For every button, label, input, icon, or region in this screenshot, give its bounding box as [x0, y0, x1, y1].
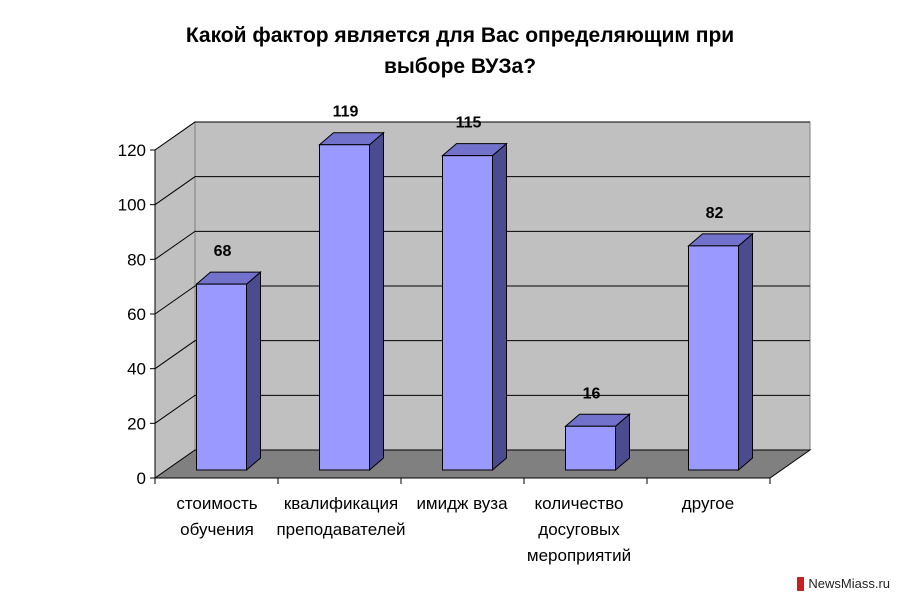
y-tick-label: 80 [127, 250, 146, 269]
y-tick-label: 0 [137, 469, 146, 488]
bar [688, 245, 739, 471]
watermark-mark-icon [797, 576, 805, 591]
category-label: имидж вуза [416, 494, 508, 513]
bar-side [246, 271, 261, 472]
y-tick-label: 100 [118, 196, 146, 215]
y-tick-label: 40 [127, 360, 146, 379]
y-tick-label: 20 [127, 414, 146, 433]
bar [565, 425, 616, 471]
watermark: NewsMiass.ru [797, 575, 894, 592]
watermark-text: NewsMiass.ru [808, 576, 890, 591]
bar [319, 144, 370, 471]
gridline [154, 394, 810, 424]
category-label: другое [682, 494, 734, 513]
data-label: 115 [456, 115, 482, 132]
bar-side [369, 131, 384, 472]
bar-side [492, 142, 507, 472]
chart-title-line-2: выборе ВУЗа? [383, 55, 537, 78]
data-label: 119 [333, 104, 359, 121]
gridline [154, 285, 810, 315]
y-tick-label: 120 [118, 141, 146, 160]
chart-title-line-1: Какой фактор является для Вас определяющ… [185, 24, 735, 47]
bar-side [738, 232, 753, 472]
y-tick-label: 60 [127, 305, 146, 324]
data-label: 82 [706, 205, 724, 222]
gridline [154, 340, 810, 370]
category-label: квалификация [284, 494, 398, 513]
data-label: 16 [583, 385, 601, 402]
gridline [154, 121, 810, 151]
chart-title: Какой фактор является для Вас определяющ… [100, 20, 820, 82]
category-label: преподавателей [276, 520, 405, 539]
category-label: стоимость [176, 494, 257, 513]
category-label: мероприятий [527, 546, 631, 565]
bar [442, 155, 493, 471]
data-label: 68 [214, 243, 232, 260]
bar [196, 283, 247, 471]
category-label: обучения [180, 520, 254, 539]
category-label: досуговых [538, 520, 620, 539]
gridline [154, 176, 810, 206]
category-label: количество [534, 494, 623, 513]
gridline [154, 230, 810, 260]
